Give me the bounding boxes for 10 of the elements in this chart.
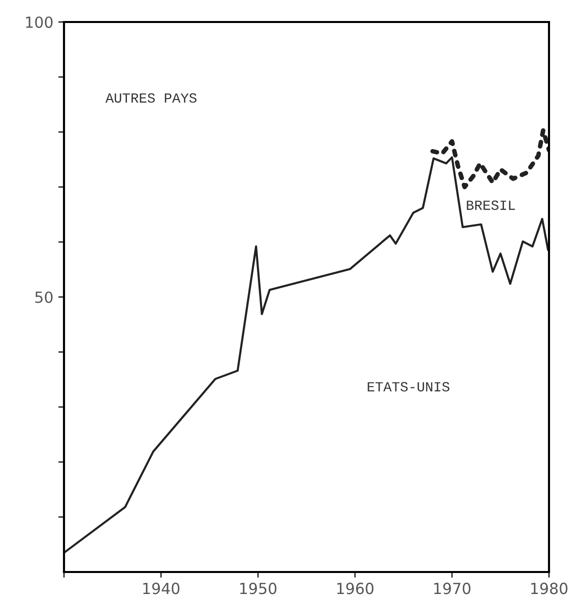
x-tick-label: 1940 [143, 582, 180, 594]
x-tick-label: 1970 [434, 582, 470, 594]
y-tick-label: 50 [35, 291, 53, 304]
annotation: ETATS-UNIS [368, 382, 450, 392]
annotation: BRESIL [466, 200, 515, 210]
y-tick-label: 100 [26, 16, 53, 28]
x-tick-label: 1950 [240, 582, 276, 594]
x-tick-label: 1980 [531, 582, 568, 594]
annotation: AUTRES PAYS [105, 93, 196, 103]
x-tick-label: 1960 [337, 582, 374, 594]
